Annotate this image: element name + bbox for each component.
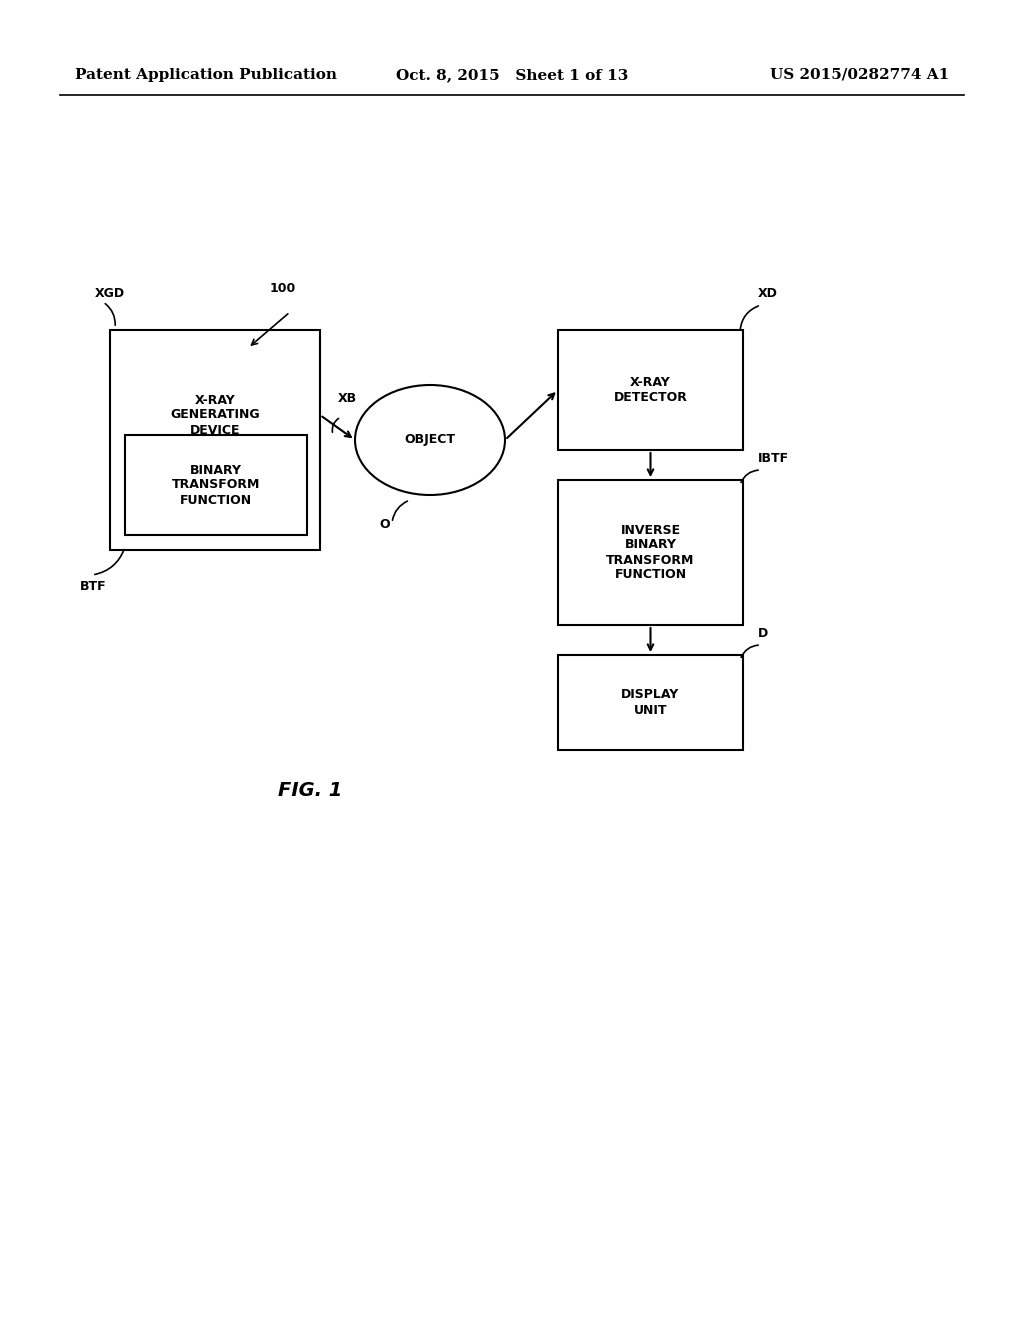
Bar (558, 655, 743, 750)
Text: BTF: BTF (80, 579, 106, 593)
Bar (110, 330, 319, 550)
Text: BINARY
TRANSFORM
FUNCTION: BINARY TRANSFORM FUNCTION (172, 463, 260, 507)
Text: Patent Application Publication: Patent Application Publication (75, 69, 337, 82)
Text: IBTF: IBTF (758, 451, 790, 465)
Bar (558, 330, 743, 450)
Text: O: O (379, 517, 390, 531)
Text: OBJECT: OBJECT (404, 433, 456, 446)
Text: 100: 100 (270, 282, 296, 294)
Text: X-RAY
GENERATING
DEVICE: X-RAY GENERATING DEVICE (170, 393, 260, 437)
Text: XGD: XGD (95, 286, 125, 300)
Text: US 2015/0282774 A1: US 2015/0282774 A1 (770, 69, 949, 82)
Bar (125, 436, 307, 535)
Bar (558, 480, 743, 624)
Text: D: D (758, 627, 768, 640)
Text: FIG. 1: FIG. 1 (278, 780, 342, 800)
Text: XB: XB (338, 392, 357, 405)
Text: X-RAY
DETECTOR: X-RAY DETECTOR (613, 376, 687, 404)
Ellipse shape (355, 385, 505, 495)
Text: DISPLAY
UNIT: DISPLAY UNIT (622, 689, 680, 717)
Text: Oct. 8, 2015   Sheet 1 of 13: Oct. 8, 2015 Sheet 1 of 13 (396, 69, 628, 82)
Text: INVERSE
BINARY
TRANSFORM
FUNCTION: INVERSE BINARY TRANSFORM FUNCTION (606, 524, 694, 582)
Text: XD: XD (758, 286, 778, 300)
